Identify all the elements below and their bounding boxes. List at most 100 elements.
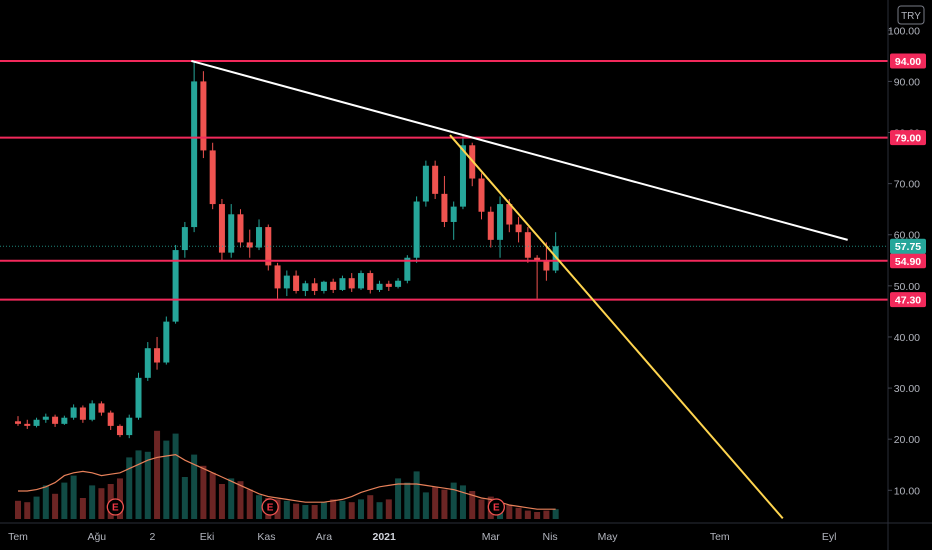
- candle-body: [33, 419, 40, 426]
- volume-bar: [218, 484, 225, 519]
- time-tick-label: Tem: [8, 531, 28, 543]
- volume-bar: [422, 492, 429, 519]
- candle: [441, 175, 448, 228]
- trend-layer: [191, 60, 848, 520]
- candle-body: [515, 224, 522, 233]
- price-axis[interactable]: 100.0090.0080.0070.0060.0050.0040.0030.0…: [888, 25, 920, 497]
- time-tick-label: Kas: [257, 531, 275, 543]
- candle: [348, 273, 355, 292]
- candle-body: [413, 201, 420, 258]
- candle-body: [506, 204, 513, 225]
- candle-body: [404, 257, 411, 281]
- candle: [302, 280, 309, 297]
- candle: [42, 413, 49, 423]
- level-tag-label: 54.90: [895, 256, 921, 268]
- candle-layer: [15, 60, 559, 439]
- candle: [274, 262, 281, 299]
- volume-bar: [413, 471, 420, 519]
- candle: [15, 416, 21, 426]
- candle-body: [218, 204, 225, 253]
- level-tag: [890, 53, 926, 69]
- candle: [385, 280, 392, 291]
- volume-bar: [302, 505, 309, 519]
- candle-body: [15, 421, 21, 424]
- candle-body: [181, 227, 188, 251]
- currency-label: TRY: [901, 11, 921, 22]
- time-tick-label: Nis: [543, 531, 558, 543]
- earnings-marker-label: E: [112, 503, 119, 514]
- candle-body: [487, 211, 494, 240]
- price-tick-label: 90.00: [894, 76, 920, 88]
- candle: [116, 424, 123, 438]
- candle-body: [302, 283, 309, 291]
- candle: [218, 198, 225, 261]
- candle: [135, 372, 142, 420]
- time-axis[interactable]: Tem Ağu 2 Eki Kas Ara 2021 Mar Nis May Tem Eyl: [8, 531, 836, 543]
- candle: [61, 415, 68, 425]
- candle: [144, 342, 151, 381]
- volume-bar: [469, 491, 476, 519]
- volume-bar: [24, 502, 31, 519]
- candle: [24, 419, 31, 429]
- level-tag: [890, 130, 926, 146]
- volume-bar: [98, 488, 105, 519]
- time-tick-label: Ara: [316, 531, 333, 543]
- trendline-yellow: [449, 134, 784, 520]
- price-tags: 94.00 79.00 54.90 47.30 57.75: [890, 53, 926, 308]
- candle-body: [144, 348, 151, 378]
- candle-body: [348, 278, 355, 289]
- candle: [376, 280, 383, 292]
- time-tick-label: Mar: [482, 531, 501, 543]
- time-tick-label: Eki: [200, 531, 215, 543]
- candle: [515, 216, 522, 243]
- volume-bar: [89, 485, 96, 519]
- time-tick-label: Eyl: [822, 531, 837, 543]
- volume-bar: [543, 510, 550, 519]
- volume-bar: [385, 499, 392, 519]
- volume-bar: [293, 503, 300, 519]
- currency-button[interactable]: TRY: [897, 5, 925, 25]
- volume-bar: [367, 495, 374, 519]
- level-tag-label: 79.00: [895, 133, 921, 145]
- candle: [320, 280, 327, 294]
- candle-body: [228, 214, 235, 253]
- candle-body: [422, 165, 429, 202]
- volume-bar: [432, 486, 439, 519]
- candle: [126, 414, 133, 439]
- last-price-label: 57.75: [895, 241, 921, 253]
- candle: [265, 224, 272, 271]
- volume-bar: [209, 472, 216, 519]
- volume-bar: [116, 478, 123, 519]
- volume-bar: [515, 507, 522, 519]
- candle: [432, 160, 439, 199]
- volume-ma-line: [18, 453, 556, 510]
- candle: [154, 336, 161, 370]
- time-tick-label: 2021: [372, 531, 396, 543]
- volume-bar: [191, 454, 198, 519]
- candle-body: [172, 250, 179, 322]
- volume-bar: [534, 512, 541, 519]
- trendline-white: [191, 60, 848, 241]
- candle-body: [107, 412, 114, 426]
- candle-body: [395, 280, 402, 287]
- volume-bar: [478, 499, 485, 519]
- candle: [339, 275, 346, 291]
- volume-bar: [283, 500, 290, 519]
- candle: [524, 227, 531, 263]
- price-tick-label: 50.00: [894, 281, 920, 293]
- volume-bar: [395, 478, 402, 519]
- candle: [52, 414, 59, 427]
- candle-body: [89, 403, 96, 420]
- level-tag: [890, 292, 926, 308]
- currency-button-frame: [897, 5, 925, 25]
- volume-bar: [172, 433, 179, 519]
- candle: [89, 400, 96, 422]
- candle: [163, 316, 170, 365]
- volume-bar: [15, 500, 21, 519]
- candle-body: [450, 206, 457, 222]
- candle-body: [191, 81, 198, 228]
- volume-bar: [163, 440, 170, 519]
- candle-body: [200, 81, 207, 151]
- volume-bar: [404, 482, 411, 519]
